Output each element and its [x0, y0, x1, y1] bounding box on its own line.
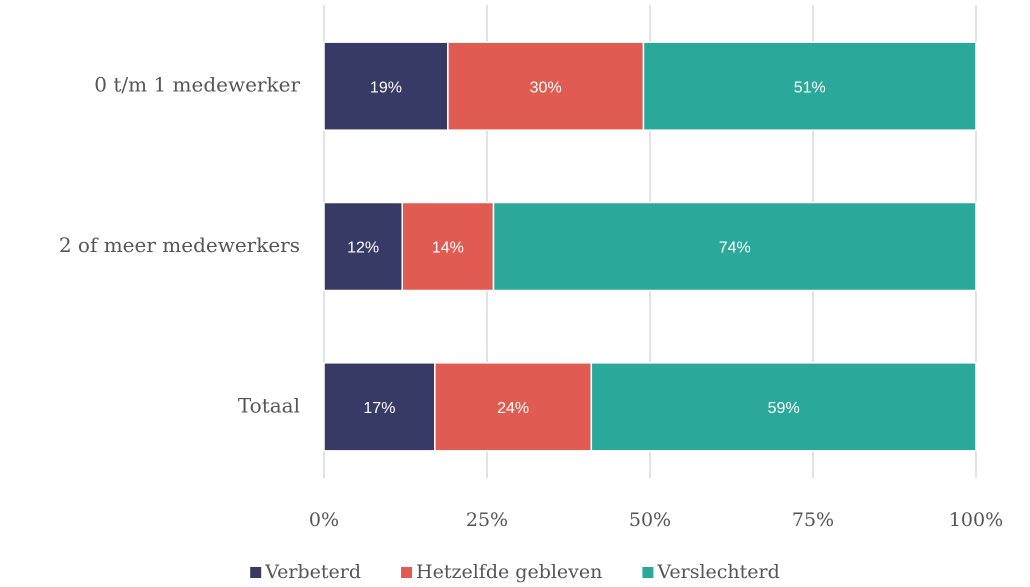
y-tick-label: Totaal [238, 393, 300, 417]
value-label: 17% [363, 400, 395, 417]
bar-segment [401, 201, 495, 292]
bar-segment [323, 41, 449, 131]
value-label: 30% [530, 79, 562, 96]
bar-segment [590, 362, 977, 452]
legend-swatch [642, 567, 654, 578]
value-label: 59% [768, 400, 800, 417]
bar-segment [492, 201, 977, 292]
x-tick-label: 100% [949, 509, 1003, 531]
legend-swatch [401, 567, 413, 578]
x-tick-label: 50% [629, 509, 671, 531]
y-tick-label: 2 of meer medewerkers [59, 233, 300, 257]
x-tick-label: 0% [309, 509, 339, 531]
bar-segment [323, 362, 436, 452]
bar-segment [642, 41, 977, 131]
value-label: 14% [432, 240, 464, 257]
legend-label: Hetzelfde gebleven [416, 561, 602, 583]
x-tick-label: 75% [792, 509, 834, 531]
value-label: 24% [497, 400, 529, 417]
x-tick-label: 25% [466, 509, 508, 531]
legend-label: Verbeterd [264, 561, 361, 583]
legend-label: Verslechterd [656, 561, 779, 583]
bar-segment [447, 41, 645, 131]
value-label: 19% [370, 79, 402, 96]
y-tick-label: 0 t/m 1 medewerker [94, 73, 300, 97]
value-label: 51% [794, 79, 826, 96]
value-label: 74% [719, 240, 751, 257]
legend-swatch [250, 567, 262, 578]
value-label: 12% [347, 240, 379, 257]
